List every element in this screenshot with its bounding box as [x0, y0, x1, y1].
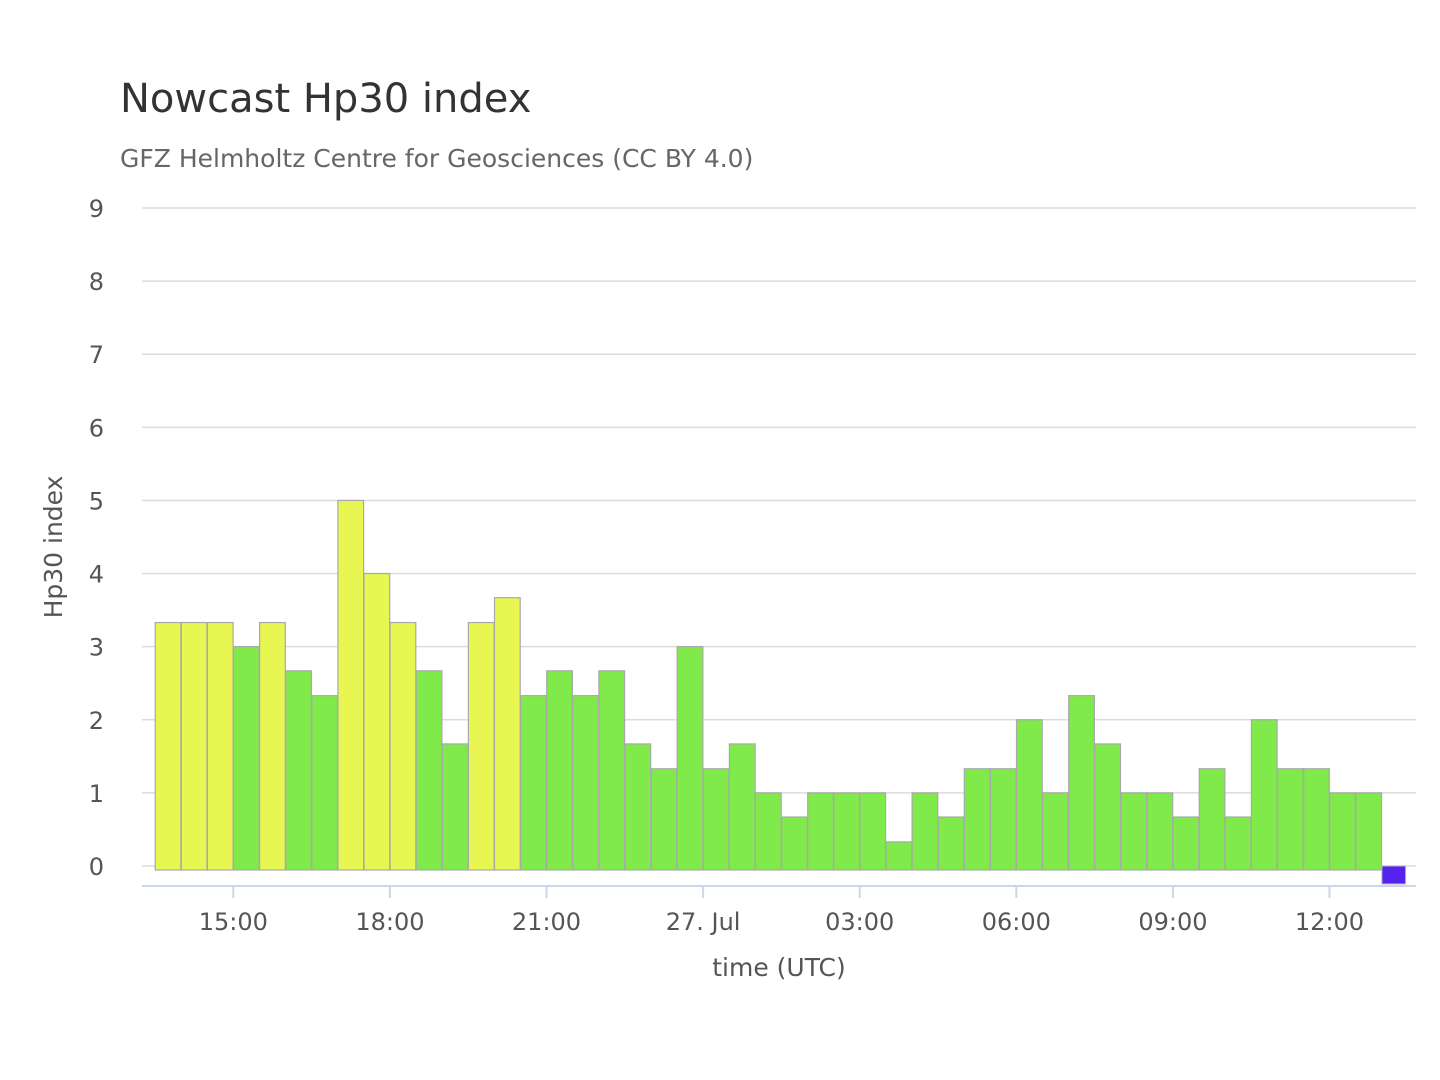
y-tick-label: 2	[89, 707, 104, 735]
y-tick-label: 0	[89, 853, 104, 881]
bar[interactable]	[572, 695, 600, 871]
bar[interactable]	[1041, 792, 1069, 871]
bar[interactable]	[780, 816, 808, 871]
bar[interactable]	[154, 621, 182, 871]
chart-title: Nowcast Hp30 index	[120, 76, 532, 122]
x-tick-marks	[232, 886, 1331, 898]
chart-subtitle: GFZ Helmholtz Centre for Geosciences (CC…	[120, 144, 754, 173]
bar[interactable]	[807, 792, 835, 871]
bar[interactable]	[728, 743, 756, 871]
bar[interactable]	[519, 695, 547, 871]
y-tick-labels: 0 1 2 3 4 5 6 7 8 9	[89, 195, 104, 881]
x-tick-label: 06:00	[982, 908, 1051, 936]
bar[interactable]	[702, 768, 730, 871]
x-tick-label: 21:00	[512, 908, 581, 936]
x-tick-label: 12:00	[1295, 908, 1364, 936]
x-tick-label: 18:00	[355, 908, 424, 936]
bar[interactable]	[546, 670, 574, 871]
y-tick-label: 6	[89, 414, 104, 442]
x-tick-label: 15:00	[199, 908, 268, 936]
bar[interactable]	[1302, 768, 1330, 871]
bar[interactable]	[285, 670, 313, 871]
bar[interactable]	[311, 695, 339, 871]
bar[interactable]	[259, 621, 286, 871]
bars	[154, 499, 1407, 885]
x-axis-title: time (UTC)	[712, 953, 846, 982]
bar[interactable]	[833, 792, 861, 871]
x-tick-label: 09:00	[1138, 908, 1207, 936]
y-tick-label: 3	[89, 634, 104, 662]
x-tick-label: 27. Jul	[666, 908, 741, 936]
y-axis-title: Hp30 index	[39, 476, 68, 619]
bar[interactable]	[1015, 719, 1043, 871]
y-tick-label: 9	[89, 195, 104, 223]
bar[interactable]	[1224, 816, 1252, 871]
bar[interactable]	[989, 768, 1017, 871]
bar[interactable]	[1355, 792, 1383, 871]
bar[interactable]	[441, 743, 469, 871]
bar[interactable]	[676, 646, 704, 871]
bar[interactable]	[493, 597, 521, 871]
bar[interactable]	[624, 743, 652, 871]
bar[interactable]	[180, 621, 208, 871]
y-tick-label: 8	[89, 268, 104, 296]
bar[interactable]	[337, 499, 365, 871]
bar[interactable]	[963, 768, 991, 871]
bar[interactable]	[1120, 792, 1148, 871]
bar[interactable]	[1250, 719, 1278, 871]
bar[interactable]	[206, 621, 234, 871]
y-tick-label: 5	[89, 487, 104, 515]
y-tick-label: 7	[89, 341, 104, 369]
x-tick-label: 03:00	[825, 908, 894, 936]
bar[interactable]	[467, 621, 495, 871]
bar[interactable]	[415, 670, 443, 871]
bar[interactable]	[754, 792, 782, 871]
bar[interactable]	[885, 841, 913, 871]
bar[interactable]	[1172, 816, 1200, 871]
y-tick-label: 4	[89, 561, 104, 589]
y-tick-label: 1	[89, 780, 104, 808]
x-tick-labels: 15:00 18:00 21:00 27. Jul 03:00 06:00 09:00 12:…	[199, 908, 1364, 936]
bar[interactable]	[598, 670, 626, 871]
bar[interactable]	[650, 768, 678, 871]
bar[interactable]	[1094, 743, 1122, 871]
bar[interactable]	[1381, 865, 1407, 885]
bar[interactable]	[1276, 768, 1304, 871]
bar[interactable]	[937, 816, 965, 871]
bar[interactable]	[1146, 792, 1174, 871]
bar[interactable]	[911, 792, 939, 871]
bar[interactable]	[859, 792, 887, 871]
bar[interactable]	[232, 646, 260, 871]
bar[interactable]	[1198, 768, 1226, 871]
bar[interactable]	[363, 572, 391, 871]
bar[interactable]	[389, 621, 417, 871]
bar[interactable]	[1329, 792, 1356, 871]
bar[interactable]	[1068, 695, 1095, 871]
